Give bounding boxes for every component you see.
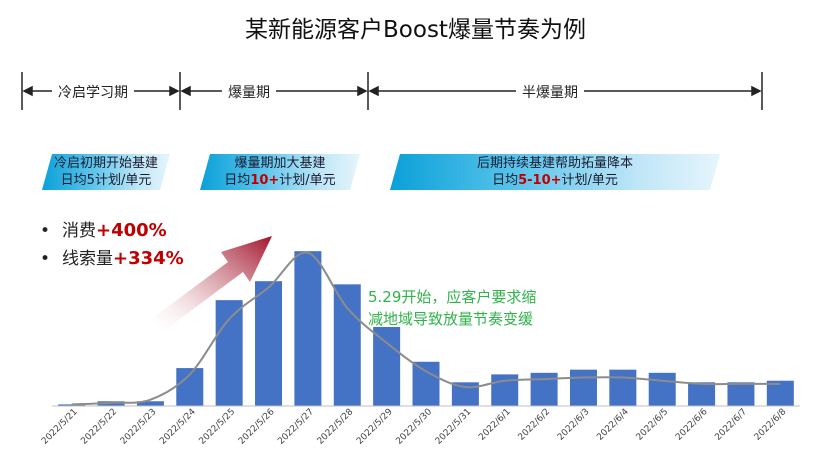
arrowhead-left-1 — [22, 85, 33, 97]
x-tick-label: 2022/5/27 — [276, 407, 316, 447]
banner-line1: 爆量期加大基建 — [234, 156, 326, 171]
annotation-note: 5.29开始，应客户要求缩 减地域导致放量节奏变缓 — [368, 288, 537, 328]
x-tick-label: 2022/5/29 — [355, 407, 395, 447]
arrowhead-left-2 — [180, 85, 191, 97]
bullet-value: +400% — [96, 220, 167, 241]
x-tick-label: 2022/5/22 — [79, 407, 119, 447]
x-tick-label: 2022/6/3 — [556, 407, 592, 443]
bar-2022-6-7 — [727, 382, 755, 406]
growth-arrow-icon — [150, 236, 272, 330]
x-tick-label: 2022/6/5 — [635, 407, 671, 443]
arrowhead-right-3 — [751, 85, 762, 97]
x-tick-label: 2022/6/4 — [595, 407, 631, 443]
trend-line — [71, 251, 781, 406]
bar-2022-5-30 — [412, 361, 440, 406]
banner-line1: 后期持续基建帮助拓量降本 — [476, 156, 633, 171]
x-tick-label: 2022/6/7 — [713, 407, 749, 443]
banner-half-boost: 后期持续基建帮助拓量降本 日均5-10+计划/单元 — [390, 154, 720, 190]
bullet-label: 消费 — [62, 221, 96, 241]
page-title: 某新能源客户Boost爆量节奏为例 — [245, 17, 586, 43]
bar-2022-5-26 — [255, 281, 283, 406]
bullet-spend: • 消费+400% — [40, 220, 167, 241]
x-tick-label: 2022/6/6 — [674, 407, 710, 443]
x-tick-label: 2022/5/28 — [316, 407, 356, 447]
bar-2022-5-31 — [451, 382, 479, 406]
bar-2022-5-28 — [333, 284, 361, 406]
x-tick-label: 2022/6/2 — [517, 407, 553, 443]
arrowhead-right-2 — [357, 85, 368, 97]
banner-line1: 冷启初期开始基建 — [53, 156, 158, 171]
x-tick-label: 2022/5/26 — [237, 407, 277, 447]
bar-2022-6-5 — [648, 372, 676, 406]
phase-label-boost: 爆量期 — [222, 82, 276, 102]
bar-2022-5-29 — [373, 327, 401, 406]
x-tick-label: 2022/5/21 — [40, 407, 80, 447]
arrowhead-left-3 — [368, 85, 379, 97]
x-tick-label: 2022/6/8 — [753, 407, 789, 443]
phase-label-cold-start: 冷启学习期 — [52, 82, 134, 102]
x-tick-label: 2022/5/31 — [434, 407, 474, 447]
x-tick-label: 2022/5/25 — [198, 407, 238, 447]
bullet-leads: • 线索量+334% — [40, 248, 184, 269]
x-tick-label: 2022/6/1 — [477, 407, 513, 443]
bar-2022-5-21 — [58, 404, 86, 406]
banner-boost: 爆量期加大基建 日均10+计划/单元 — [200, 154, 360, 190]
banner-line2: 日均10+计划/单元 — [224, 173, 336, 188]
bar-2022-5-27 — [294, 251, 322, 406]
bar-2022-5-25 — [215, 300, 243, 406]
bar-2022-6-3 — [569, 369, 597, 406]
bullet-value: +334% — [113, 248, 184, 269]
x-tick-label: 2022/5/24 — [158, 407, 198, 447]
banner-line2: 日均5-10+计划/单元 — [492, 173, 618, 188]
bar-2022-6-4 — [609, 369, 637, 406]
banner-line2: 日均5计划/单元 — [60, 173, 152, 188]
bar-2022-6-6 — [688, 382, 716, 406]
phase-label-half-boost: 半爆量期 — [516, 82, 584, 102]
x-tick-label: 2022/5/23 — [119, 407, 159, 447]
arrowhead-right-1 — [169, 85, 180, 97]
bar-2022-5-23 — [136, 401, 164, 406]
x-tick-label: 2022/5/30 — [394, 407, 434, 447]
bullet-label: 线索量 — [62, 249, 113, 269]
banner-cold-start: 冷启初期开始基建 日均5计划/单元 — [42, 154, 170, 190]
bar-2022-6-8 — [766, 380, 794, 406]
